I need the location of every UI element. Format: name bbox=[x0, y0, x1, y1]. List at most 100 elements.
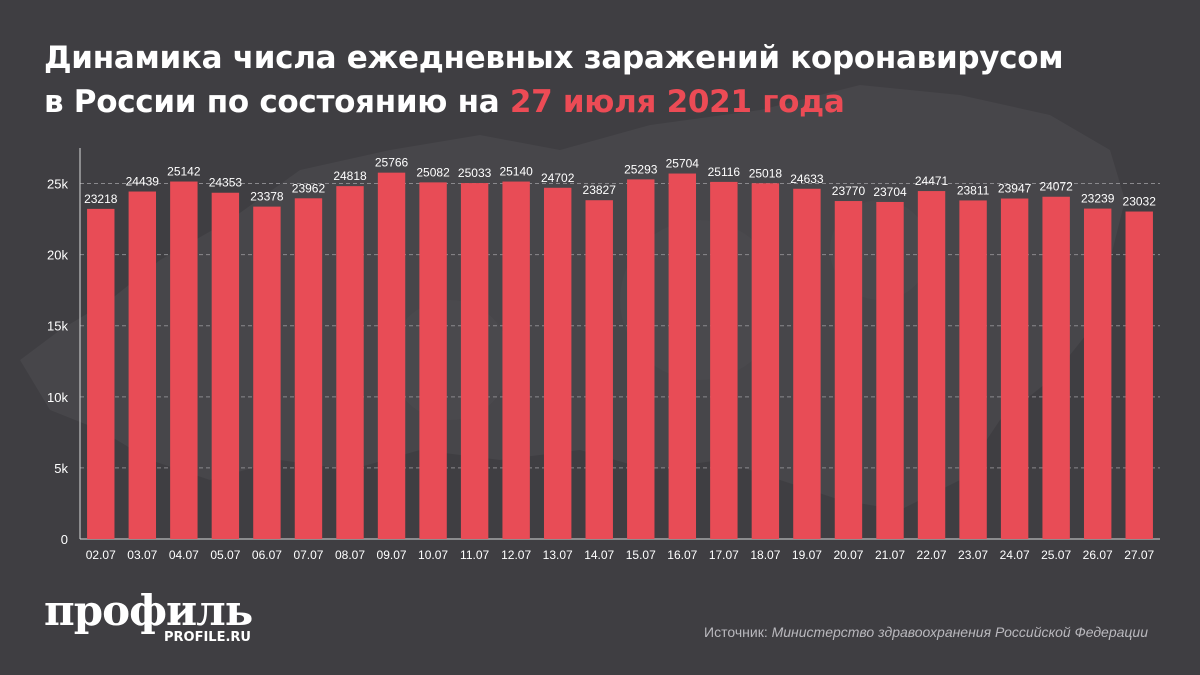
x-tick-label: 10.07 bbox=[418, 548, 448, 562]
x-tick-label: 19.07 bbox=[792, 548, 822, 562]
bar bbox=[917, 191, 946, 539]
gridlines bbox=[80, 183, 1160, 469]
bar-value-label: 23811 bbox=[957, 183, 990, 197]
profile-logo: профиль bbox=[44, 586, 253, 635]
bar-value-label: 24633 bbox=[790, 172, 824, 186]
x-tick-label: 18.07 bbox=[750, 548, 780, 562]
bar-value-label: 25142 bbox=[167, 165, 201, 179]
bar-value-label: 24818 bbox=[333, 169, 367, 183]
bar bbox=[336, 186, 364, 539]
bar-value-label: 23827 bbox=[583, 183, 617, 197]
x-tick-label: 02.07 bbox=[86, 548, 116, 562]
bar-value-label: 25018 bbox=[749, 166, 783, 180]
profile-site: PROFILE.RU bbox=[164, 630, 251, 645]
y-axis-ticks: 0 5k 10k 15k 20k 25k bbox=[47, 177, 68, 547]
x-tick-label: 03.07 bbox=[127, 548, 157, 562]
x-tick-label: 09.07 bbox=[377, 548, 407, 562]
title-line-2: в России по состоянию на bbox=[44, 84, 510, 120]
x-tick-label: 04.07 bbox=[169, 548, 199, 562]
x-tick-label: 26.07 bbox=[1083, 548, 1113, 562]
x-tick-label: 25.07 bbox=[1041, 548, 1071, 562]
bars bbox=[87, 172, 1153, 540]
bar bbox=[377, 172, 406, 539]
x-tick-label: 21.07 bbox=[875, 548, 905, 562]
bar-value-label: 25293 bbox=[624, 162, 658, 176]
chart-title: Динамика числа ежедневных заражений коро… bbox=[44, 36, 1164, 124]
bar-value-label: 23218 bbox=[84, 192, 118, 206]
x-axis-ticks: 02.07 03.07 04.07 05.07 06.07 07.07 08.07 09.07… bbox=[86, 548, 1155, 562]
y-tick-label: 0 bbox=[61, 532, 68, 547]
source-label: Источник: bbox=[704, 624, 772, 640]
x-tick-label: 27.07 bbox=[1124, 548, 1154, 562]
bar-value-label: 23032 bbox=[1123, 195, 1157, 209]
bar-value-label: 25766 bbox=[375, 156, 409, 170]
x-tick-label: 23.07 bbox=[958, 548, 988, 562]
brand-block: профиль PROFILE.RU bbox=[44, 586, 253, 646]
bar bbox=[543, 187, 572, 539]
bar bbox=[627, 179, 655, 540]
bar bbox=[751, 183, 780, 539]
bar bbox=[253, 206, 281, 539]
source-name: Министерство здравоохранения Российской … bbox=[771, 624, 1148, 640]
bar bbox=[1000, 198, 1029, 539]
y-tick-label: 10k bbox=[47, 390, 68, 405]
bar bbox=[1083, 208, 1112, 539]
x-tick-label: 11.07 bbox=[460, 548, 489, 562]
x-tick-label: 22.07 bbox=[917, 548, 947, 562]
bar bbox=[128, 191, 157, 539]
bar bbox=[585, 200, 613, 539]
bar-value-label: 25033 bbox=[458, 166, 492, 180]
bar-value-label: 24353 bbox=[209, 176, 243, 190]
bar bbox=[170, 181, 198, 539]
bar bbox=[211, 192, 240, 539]
bar-value-label: 24439 bbox=[126, 175, 160, 189]
bar-value-label: 23770 bbox=[832, 184, 866, 198]
title-date-accent: 27 июля 2021 года bbox=[509, 84, 845, 120]
bar bbox=[1042, 196, 1070, 539]
y-tick-label: 25k bbox=[47, 177, 68, 192]
x-tick-label: 07.07 bbox=[293, 548, 323, 562]
bar bbox=[1125, 211, 1153, 539]
x-tick-label: 14.07 bbox=[584, 548, 614, 562]
y-tick-label: 5k bbox=[54, 461, 68, 476]
bar-value-label: 23947 bbox=[998, 182, 1032, 196]
bar-value-label: 25116 bbox=[708, 165, 741, 179]
bar bbox=[668, 173, 697, 539]
bar bbox=[87, 208, 115, 539]
x-tick-label: 15.07 bbox=[626, 548, 656, 562]
x-tick-label: 17.07 bbox=[709, 548, 739, 562]
source-note: Источник: Министерство здравоохранения Р… bbox=[704, 624, 1148, 640]
bar bbox=[793, 188, 821, 539]
bar bbox=[710, 181, 738, 539]
y-tick-label: 20k bbox=[47, 248, 68, 263]
x-tick-label: 06.07 bbox=[252, 548, 282, 562]
bar-value-label: 25082 bbox=[416, 165, 450, 179]
bar-value-label: 23704 bbox=[873, 185, 907, 199]
x-tick-label: 24.07 bbox=[1000, 548, 1030, 562]
x-tick-label: 05.07 bbox=[210, 548, 240, 562]
bar bbox=[460, 183, 489, 540]
bar-value-label: 23378 bbox=[250, 190, 284, 204]
bar bbox=[502, 181, 530, 539]
bar-value-label: 23239 bbox=[1081, 192, 1115, 206]
bar bbox=[959, 200, 987, 539]
bar-value-label: 24702 bbox=[541, 171, 575, 185]
x-tick-label: 12.07 bbox=[501, 548, 531, 562]
y-tick-label: 15k bbox=[47, 319, 68, 334]
bar-value-label: 25140 bbox=[499, 165, 533, 179]
bar bbox=[876, 201, 904, 539]
bar bbox=[419, 182, 447, 539]
x-tick-label: 08.07 bbox=[335, 548, 365, 562]
bar-value-label: 24471 bbox=[915, 174, 949, 188]
title-line-1: Динамика числа ежедневных заражений коро… bbox=[44, 40, 1064, 76]
x-tick-label: 20.07 bbox=[833, 548, 863, 562]
bar-value-label: 25704 bbox=[666, 157, 700, 171]
bar bbox=[294, 198, 323, 539]
bar-value-label: 23962 bbox=[292, 181, 326, 195]
value-labels: 23218 24439 25142 24353 23378 23962 24818 25766… bbox=[84, 156, 1156, 209]
x-tick-label: 13.07 bbox=[543, 548, 573, 562]
x-tick-label: 16.07 bbox=[667, 548, 697, 562]
bar bbox=[834, 201, 863, 539]
bar-value-label: 24072 bbox=[1039, 180, 1073, 194]
